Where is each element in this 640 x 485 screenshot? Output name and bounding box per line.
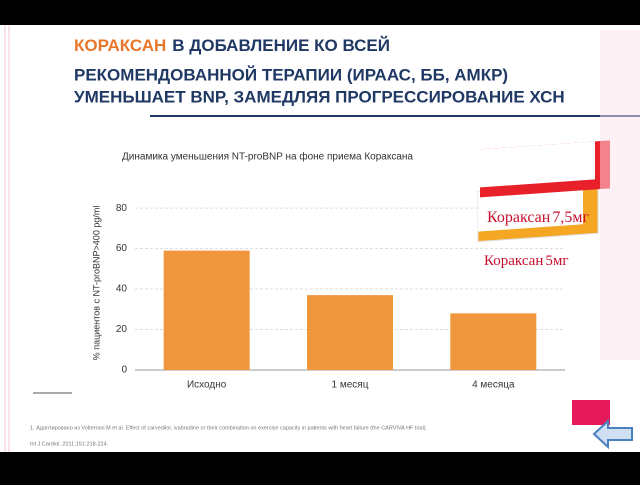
chart: Динамика уменьшения NT-proBNP на фоне пр… xyxy=(91,151,565,391)
product-name: Кораксан xyxy=(484,253,543,269)
product-box-face xyxy=(480,141,595,188)
slide-title: КОРАКСАН В ДОБАВЛЕНИЕ КО ВСЕЙ РЕКОМЕНДОВА… xyxy=(74,36,565,106)
product-box-face xyxy=(478,184,583,232)
product-label: Кораксан 5мг xyxy=(484,253,569,269)
decoration-stripe xyxy=(600,30,640,360)
bar xyxy=(307,295,393,370)
title-line: УМЕНЬШАЕТ BNP, ЗАМЕДЛЯЯ ПРОГРЕССИРОВАНИЕ… xyxy=(74,87,565,106)
title-line: КОРАКСАН В ДОБАВЛЕНИЕ КО ВСЕЙ xyxy=(74,36,390,55)
title-highlight: КОРАКСАН xyxy=(74,36,166,55)
nav-back-button[interactable] xyxy=(592,418,633,450)
y-tick-label: 80 xyxy=(116,203,128,214)
y-tick-label: 60 xyxy=(116,243,128,254)
y-tick-label: 0 xyxy=(121,365,127,376)
corner-decoration xyxy=(572,30,640,425)
y-tick-label: 20 xyxy=(116,324,128,335)
x-tick-label: 4 месяца xyxy=(472,380,515,391)
product-dose: 7,5мг xyxy=(552,209,589,226)
product-name: Кораксан xyxy=(487,209,551,226)
product-dose: 5мг xyxy=(545,253,568,269)
footnote: Int J Cardiol. 2011;151:218-224. xyxy=(30,441,109,447)
x-tick-label: Исходно xyxy=(187,380,227,391)
chart-title: Динамика уменьшения NT-proBNP на фоне пр… xyxy=(122,151,413,163)
title-line: РЕКОМЕНДОВАННОЙ ТЕРАПИИ (ИРААС, ББ, АМКР… xyxy=(74,65,508,84)
product-label: Кораксан 7,5мг xyxy=(487,209,589,226)
x-tick-label: 1 месяц xyxy=(332,380,369,391)
y-tick-label: 40 xyxy=(116,284,128,295)
title-text: В ДОБАВЛЕНИЕ КО ВСЕЙ xyxy=(172,36,390,55)
product-boxes: Кораксан 7,5мг Кораксан 5мг xyxy=(477,140,610,269)
footnote: 1. Адаптировано из Volterrani M et al. E… xyxy=(30,425,428,431)
bar xyxy=(163,250,250,370)
bar xyxy=(450,313,537,370)
left-decoration xyxy=(4,25,10,452)
slide-background xyxy=(0,25,640,452)
y-axis-label: % пациентов с NT-proBNP>400 pg/ml xyxy=(91,206,101,361)
decoration-block xyxy=(572,400,610,425)
